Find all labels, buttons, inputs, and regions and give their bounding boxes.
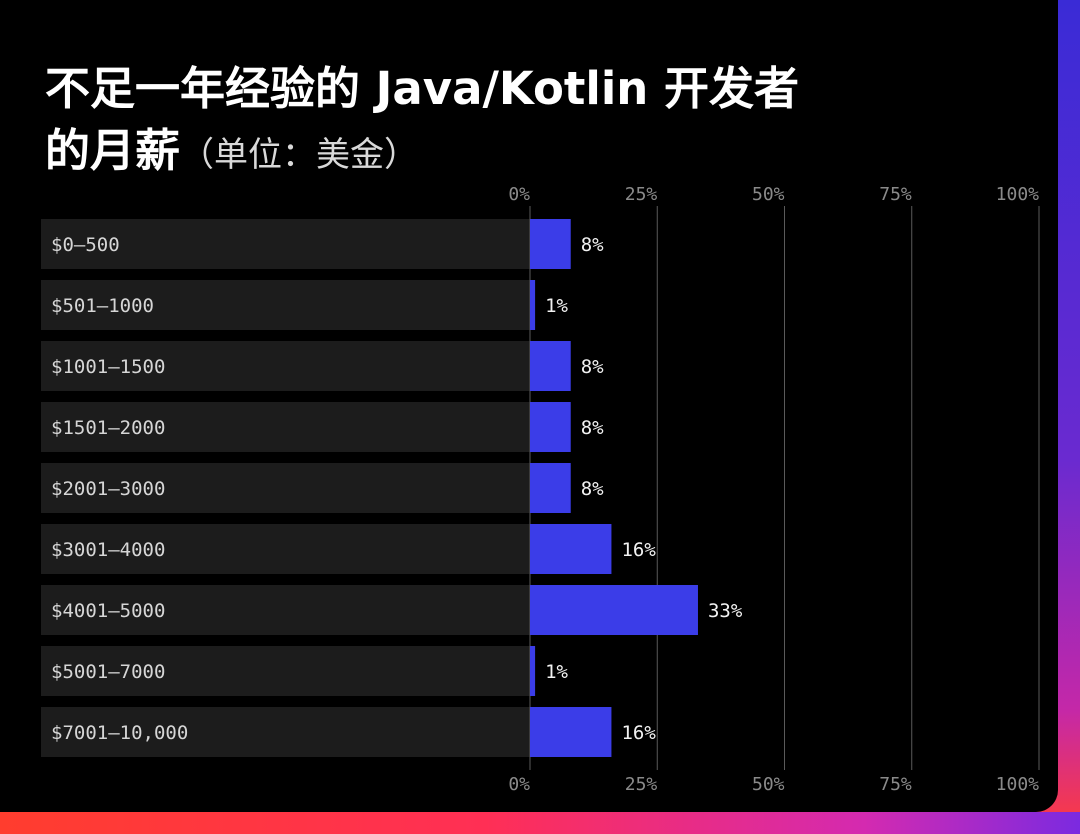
category-row-bg [41,585,530,635]
bar [530,646,536,696]
title-line-1: 不足一年经验的 Java/Kotlin 开发者 [45,62,799,115]
bottom-tick-label: 25% [625,774,658,795]
bar-value-label: 16% [621,539,656,561]
bar [530,463,571,513]
bar [530,402,571,452]
bottom-tick-label: 0% [508,774,530,795]
top-tick-label: 100% [996,184,1040,205]
chart-title: 不足一年经验的 Java/Kotlin 开发者 的月薪（单位：美金） [45,58,945,186]
bar [530,280,536,330]
bar-value-label: 8% [581,417,604,439]
bar [530,219,571,269]
category-label: $1501–2000 [51,417,165,439]
category-row-bg [41,463,530,513]
bar-value-label: 33% [708,600,743,622]
category-label: $7001–10,000 [51,722,188,744]
category-row-bg [41,219,530,269]
top-tick-label: 75% [879,184,912,205]
bar-chart: $0–500 8% $501–1000 1% $1001–1500 8% $1501–200… [41,184,1040,795]
category-row-bg [41,646,530,696]
category-label: $5001–7000 [51,661,165,683]
category-row-bg [41,524,530,574]
category-label: $2001–3000 [51,478,165,500]
category-row-bg [41,280,530,330]
title-line-2-text: 的月薪 [45,124,181,177]
category-label: $501–1000 [51,295,154,317]
category-row-bg [41,402,530,452]
bar-value-label: 8% [581,356,604,378]
category-label: $4001–5000 [51,600,165,622]
bar-value-label: 8% [581,478,604,500]
category-label: $3001–4000 [51,539,165,561]
bar-value-label: 8% [581,234,604,256]
category-row-bg [41,707,530,757]
top-tick-label: 50% [752,184,785,205]
bar-value-label: 16% [621,722,656,744]
top-tick-label: 0% [508,184,530,205]
top-tick-label: 25% [625,184,658,205]
bar [530,524,612,574]
title-unit: （单位：美金） [180,135,419,175]
category-label: $1001–1500 [51,356,165,378]
bar [530,585,698,635]
bar-value-label: 1% [545,295,568,317]
bottom-tick-label: 75% [879,774,912,795]
bottom-gradient-strip [0,812,1080,834]
bar [530,707,612,757]
bar [530,341,571,391]
bottom-tick-label: 100% [996,774,1040,795]
category-row-bg [41,341,530,391]
title-line-2: 的月薪（单位：美金） [45,120,945,186]
bottom-tick-label: 50% [752,774,785,795]
chart-panel: 不足一年经验的 Java/Kotlin 开发者 的月薪（单位：美金） $0–50… [0,0,1058,812]
category-label: $0–500 [51,234,120,256]
bar-value-label: 1% [545,661,568,683]
